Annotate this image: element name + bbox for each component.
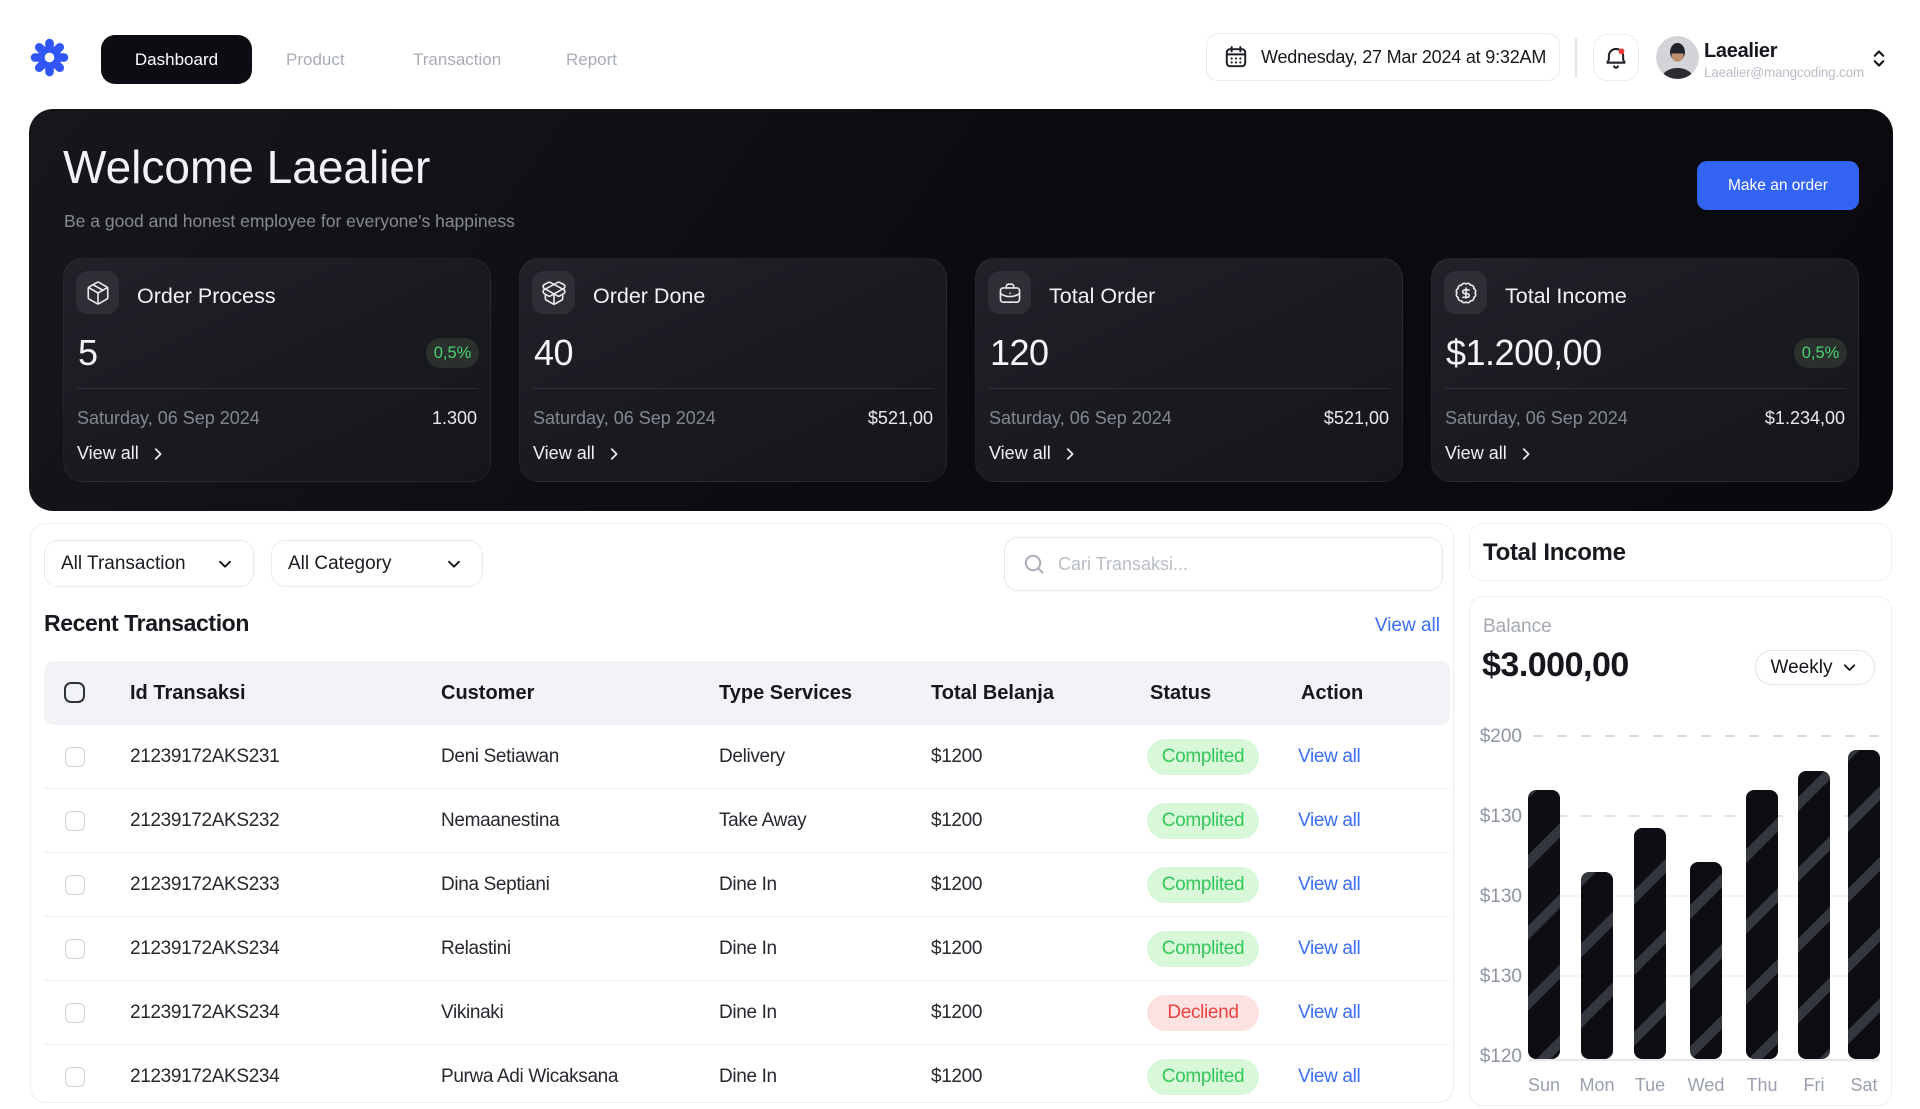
svg-text:Sat: Sat bbox=[1850, 1075, 1877, 1095]
svg-text:$130: $130 bbox=[1480, 806, 1522, 827]
svg-text:$130: $130 bbox=[1480, 966, 1522, 987]
svg-text:Mon: Mon bbox=[1579, 1075, 1614, 1095]
svg-text:Thu: Thu bbox=[1746, 1075, 1777, 1095]
svg-text:$200: $200 bbox=[1480, 726, 1522, 747]
svg-text:$130: $130 bbox=[1480, 886, 1522, 907]
svg-text:Sun: Sun bbox=[1528, 1075, 1560, 1095]
svg-text:Fri: Fri bbox=[1804, 1075, 1825, 1095]
svg-text:Wed: Wed bbox=[1688, 1075, 1725, 1095]
svg-text:Tue: Tue bbox=[1635, 1075, 1665, 1095]
svg-text:$120: $120 bbox=[1480, 1046, 1522, 1067]
